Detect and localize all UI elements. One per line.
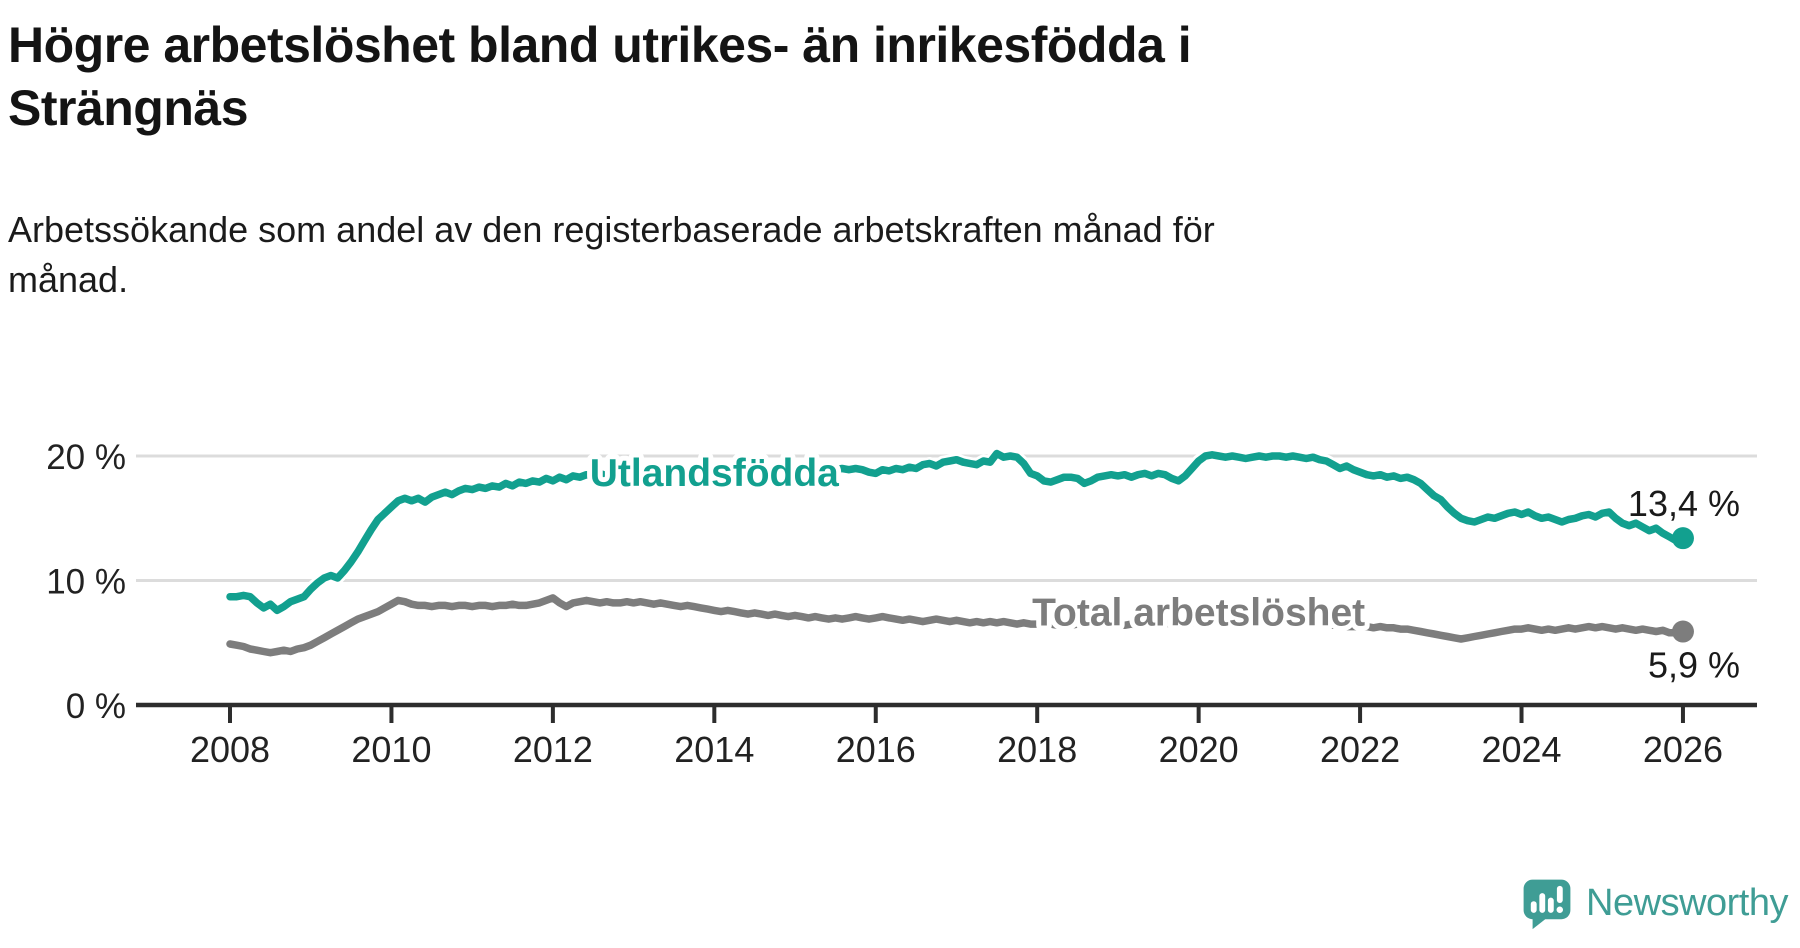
x-tick-label-2010: 2010 — [351, 729, 431, 770]
page-title-line-2: Strängnäs — [8, 80, 249, 136]
newsworthy-speech-bubble-bars-icon — [1523, 879, 1571, 930]
y-tick-label-0: 0 % — [66, 687, 126, 726]
y-tick-label-20: 20 % — [46, 438, 126, 477]
x-tick-label-2024: 2024 — [1481, 729, 1561, 770]
series-label-total-arbetsloshet: Total arbetslöshet — [1032, 591, 1365, 634]
speech-bubble-shape — [1523, 879, 1571, 930]
series-label-utlandsfodda: Utlandsfödda — [590, 452, 839, 495]
x-tick-label-2022: 2022 — [1320, 729, 1400, 770]
chart-subtitle-line-1: Arbetssökande som andel av den registerb… — [8, 209, 1215, 250]
chart-subtitle: Arbetssökande som andel av den registerb… — [8, 205, 1568, 304]
series-end-dot-total-arbetsloshet — [1671, 620, 1694, 643]
series-end-value-total-arbetsloshet: 5,9 % — [1648, 645, 1740, 686]
x-tick-label-2014: 2014 — [674, 729, 754, 770]
y-tick-label-10: 10 % — [46, 563, 126, 602]
newsworthy-logo-text: Newsworthy — [1586, 881, 1788, 924]
x-tick-label-2020: 2020 — [1159, 729, 1239, 770]
chart-header: Högre arbetslöshet bland utrikes- än inr… — [8, 0, 1568, 140]
series-line-utlandsfodda — [226, 449, 1687, 615]
series-end-value-utlandsfodda: 13,4 % — [1628, 483, 1740, 524]
x-tick-label-2008: 2008 — [190, 729, 270, 770]
page-title: Högre arbetslöshet bland utrikes- än inr… — [8, 14, 1568, 140]
x-tick-label-2016: 2016 — [836, 729, 916, 770]
series-halo-utlandsfodda — [223, 447, 1690, 617]
x-tick-label-2012: 2012 — [513, 729, 593, 770]
newsworthy-logo: Newsworthy — [1520, 876, 1788, 930]
chart-subtitle-line-2: månad. — [8, 258, 129, 300]
exclamation-bar — [1556, 885, 1563, 903]
bar-small — [1530, 901, 1537, 913]
bar-tall — [1539, 893, 1546, 913]
series-end-dot-utlandsfodda — [1671, 527, 1694, 550]
series-line-total-arbetsloshet — [226, 594, 1687, 657]
x-tick-label-2018: 2018 — [997, 729, 1077, 770]
bar-medium — [1547, 897, 1554, 913]
x-tick-label-2026: 2026 — [1643, 729, 1723, 770]
page-title-line-1: Högre arbetslöshet bland utrikes- än inr… — [8, 17, 1192, 73]
exclamation-dot — [1556, 906, 1564, 913]
